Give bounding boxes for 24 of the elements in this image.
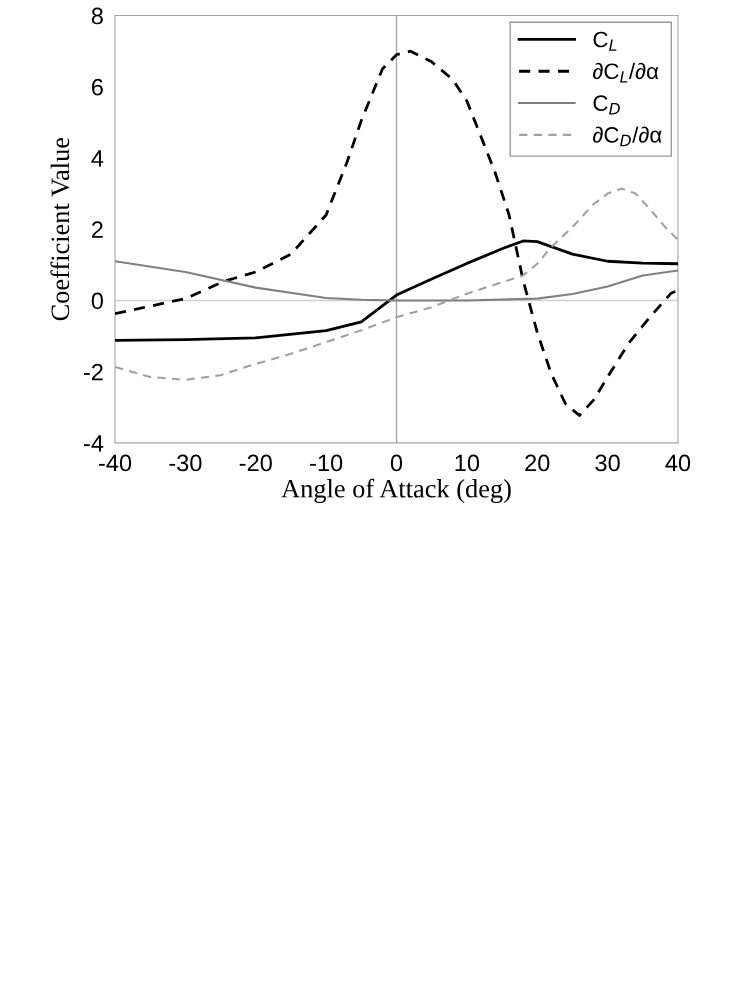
x-tick-label: -10 <box>310 454 343 472</box>
y-tick-label: -4 <box>83 435 104 452</box>
x-tick-label: -20 <box>239 454 272 472</box>
legend-label: ∂C$_{L}$/∂α <box>593 62 659 83</box>
x-tick-label: -40 <box>99 454 132 472</box>
y-tick-label: 4 <box>91 150 104 167</box>
y-axis-title: Coefficient Value <box>50 137 70 321</box>
x-tick-label: 0 <box>390 454 403 472</box>
y-tick-label: 6 <box>91 78 103 96</box>
x-tick-label: 10 <box>455 454 480 472</box>
y-tick-label: 0 <box>91 292 103 310</box>
x-tick-label: 20 <box>525 454 550 472</box>
x-tick-label: 30 <box>595 454 620 472</box>
line-series <box>115 49 678 417</box>
x-axis-title: Angle of Attack (deg) <box>281 478 511 504</box>
y-tick-label: -2 <box>83 363 103 381</box>
legend-label: ∂C$_{D}$/∂α <box>593 126 662 147</box>
y-tick-label: 2 <box>91 221 103 238</box>
legend-label: C$_{D}$ <box>593 95 620 115</box>
line-series <box>115 260 678 302</box>
legend-label: C$_{L}$ <box>593 31 617 51</box>
y-tick-label: 8 <box>91 7 103 25</box>
x-tick-label: -30 <box>169 454 202 472</box>
x-tick-label: 40 <box>665 454 691 472</box>
